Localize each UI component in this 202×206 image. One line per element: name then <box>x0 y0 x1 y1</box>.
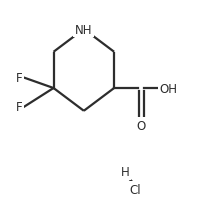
Text: H: H <box>121 166 130 178</box>
Text: NH: NH <box>75 23 93 36</box>
Text: F: F <box>16 72 22 85</box>
Text: F: F <box>16 101 22 114</box>
Text: Cl: Cl <box>129 183 141 196</box>
Text: O: O <box>137 119 146 132</box>
Text: OH: OH <box>160 82 178 95</box>
